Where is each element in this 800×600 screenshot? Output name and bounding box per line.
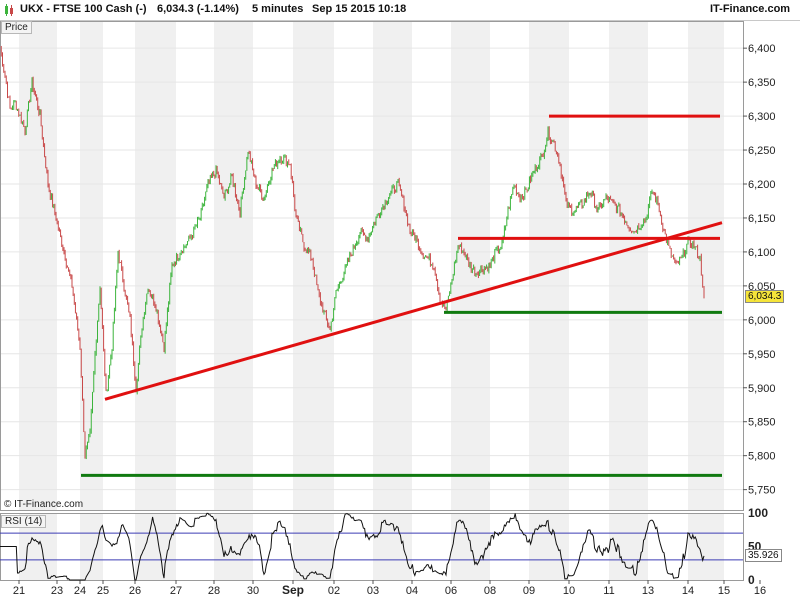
last-price-tag: 6,034.3 [745, 289, 785, 303]
y-tick-label: 6,100 [748, 247, 776, 259]
day-band [373, 21, 412, 510]
y-tick-label: 6,000 [748, 315, 776, 327]
x-tick-label: 28 [208, 585, 220, 597]
datetime: Sep 15 2015 10:18 [312, 3, 407, 15]
x-tick-label: Sep [282, 583, 304, 597]
x-tick-label: 04 [406, 585, 418, 597]
y-tick-label: 6,200 [748, 179, 776, 191]
symbol-title: UKX - FTSE 100 Cash (-) [20, 3, 147, 15]
interval: 5 minutes [252, 3, 304, 15]
x-tick-label: 06 [445, 585, 457, 597]
day-band [529, 21, 569, 510]
x-tick-label: 11 [603, 585, 614, 597]
x-tick-label: 02 [328, 585, 340, 597]
resistance-line [104, 221, 723, 401]
x-tick-label: 30 [247, 585, 259, 597]
y-tick-label: 6,350 [748, 77, 776, 89]
day-band [135, 21, 176, 510]
y-tick-label: 5,900 [748, 383, 776, 395]
rsi-tick-label: 0 [748, 573, 755, 587]
day-band [609, 21, 648, 510]
day-band [80, 21, 103, 510]
x-tick-label: 16 [754, 585, 766, 597]
day-band [214, 21, 253, 510]
day-band [214, 513, 253, 580]
day-band [19, 21, 57, 510]
x-tick-label: 26 [129, 585, 141, 597]
x-tick-label: 24 [74, 585, 86, 597]
x-tick-label: 25 [97, 585, 109, 597]
x-tick-label: 09 [523, 585, 535, 597]
day-band [688, 513, 724, 580]
x-tick-label: 10 [563, 585, 575, 597]
day-band [80, 513, 103, 580]
x-tick-label: 13 [642, 585, 654, 597]
y-tick-label: 6,400 [748, 43, 776, 55]
y-tick-label: 6,250 [748, 145, 776, 157]
y-tick-label: 6,300 [748, 111, 776, 123]
y-tick-label: 5,800 [748, 451, 776, 463]
x-tick-label: 23 [51, 585, 63, 597]
day-band [688, 21, 724, 510]
x-tick-label: 21 [13, 585, 25, 597]
last-price: 6,034.3 (-1.14%) [157, 3, 239, 15]
y-tick-label: 5,850 [748, 417, 776, 429]
last-rsi-tag: 35.926 [745, 548, 782, 562]
rsi-panel-label: RSI (14) [1, 515, 47, 528]
candlestick-icon [5, 4, 13, 16]
copyright: © IT-Finance.com [4, 499, 84, 510]
day-band [373, 513, 412, 580]
rsi-line [0, 512, 705, 581]
y-tick-label: 5,750 [748, 485, 776, 497]
day-band [293, 513, 334, 580]
price-panel-frame [0, 21, 744, 511]
price-series [0, 45, 705, 460]
x-tick-label: 08 [484, 585, 496, 597]
x-tick-label: 15 [718, 585, 730, 597]
brand: IT-Finance.com [710, 3, 791, 15]
x-tick-label: 14 [682, 585, 694, 597]
y-tick-label: 6,150 [748, 213, 776, 225]
x-tick-label: 27 [170, 585, 182, 597]
rsi-tick-label: 100 [748, 506, 768, 520]
chart-header: UKX - FTSE 100 Cash (-) 6,034.3 (-1.14%)… [0, 0, 800, 21]
day-band [135, 513, 176, 580]
day-band [529, 513, 569, 580]
y-tick-label: 5,950 [748, 349, 776, 361]
x-tick-label: 03 [367, 585, 379, 597]
price-panel-label: Price [1, 21, 32, 34]
